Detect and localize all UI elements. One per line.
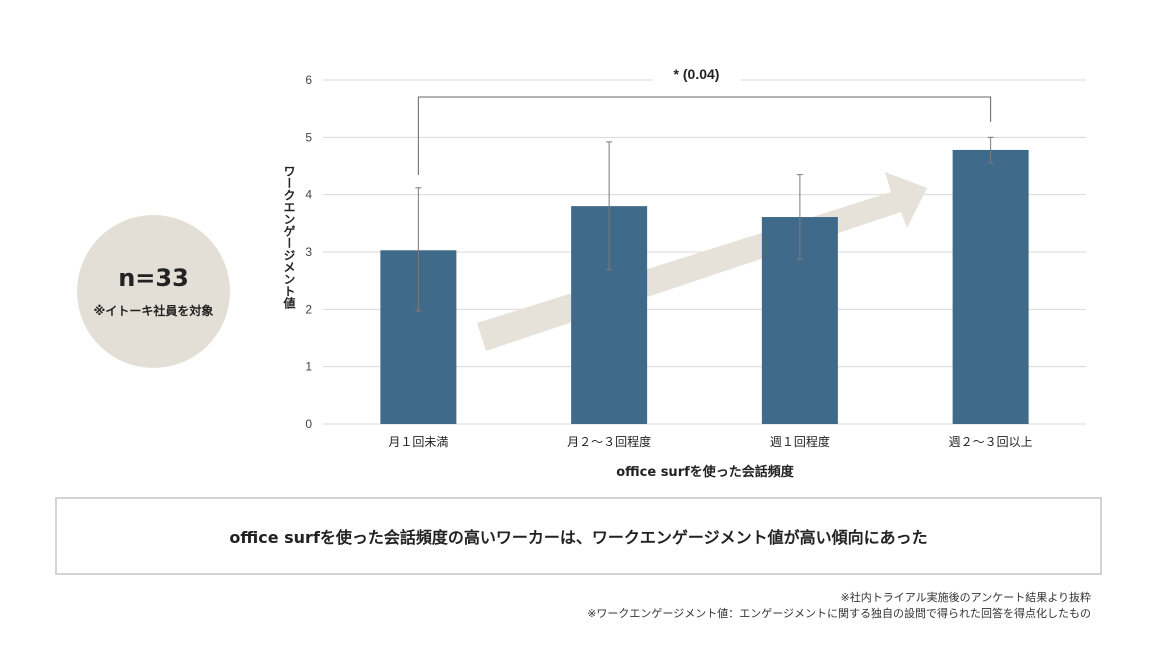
x-tick-label: 月２～３回程度 xyxy=(567,434,651,449)
bracket-label-bg xyxy=(652,62,741,86)
y-tick-label: 0 xyxy=(305,417,312,431)
footnote-definition: ※ワークエンゲージメント値：エンゲージメントに関する独自の設問で得られた回答を得… xyxy=(587,607,1091,620)
bracket-line xyxy=(417,96,992,175)
sample-note: ※イトーキ社員を対象 xyxy=(93,304,214,318)
x-tick-label: 週１回程度 xyxy=(770,434,830,449)
sample-size: n=33 xyxy=(118,264,189,292)
significance-label: * (0.04) xyxy=(674,66,720,82)
significance-bracket: * (0.04) xyxy=(417,62,992,175)
x-tick-label: 月１回未満 xyxy=(388,435,448,449)
x-axis-ticks: 月１回未満 月２～３回程度 週１回程度 週２～３回以上 xyxy=(388,434,1032,449)
error-bars xyxy=(415,136,994,312)
footnote-source: ※社内トライアル実施後のアンケート結果より抜粋 xyxy=(840,591,1091,604)
bars xyxy=(380,149,1029,425)
y-tick-label: 5 xyxy=(305,130,312,144)
x-tick-label: 週２～３回以上 xyxy=(949,435,1033,449)
y-tick-label: 3 xyxy=(305,245,312,259)
trend-arrow xyxy=(477,172,927,351)
bar xyxy=(952,149,1029,425)
y-axis-ticks: 0 1 2 3 4 5 6 xyxy=(305,73,312,431)
x-axis-label: office surfを使った会話頻度 xyxy=(616,465,794,480)
conclusion-text: office surfを使った会話頻度の高いワーカーは、ワークエンゲージメント値… xyxy=(229,528,928,547)
y-axis-label: ワークエンゲージメント値 xyxy=(282,165,296,309)
y-tick-label: 6 xyxy=(305,73,312,87)
y-tick-label: 1 xyxy=(305,360,312,374)
y-tick-label: 2 xyxy=(305,302,312,316)
sample-size-badge: n=33 ※イトーキ社員を対象 xyxy=(77,215,230,368)
y-tick-label: 4 xyxy=(305,188,312,202)
conclusion-box: office surfを使った会話頻度の高いワーカーは、ワークエンゲージメント値… xyxy=(55,497,1102,575)
